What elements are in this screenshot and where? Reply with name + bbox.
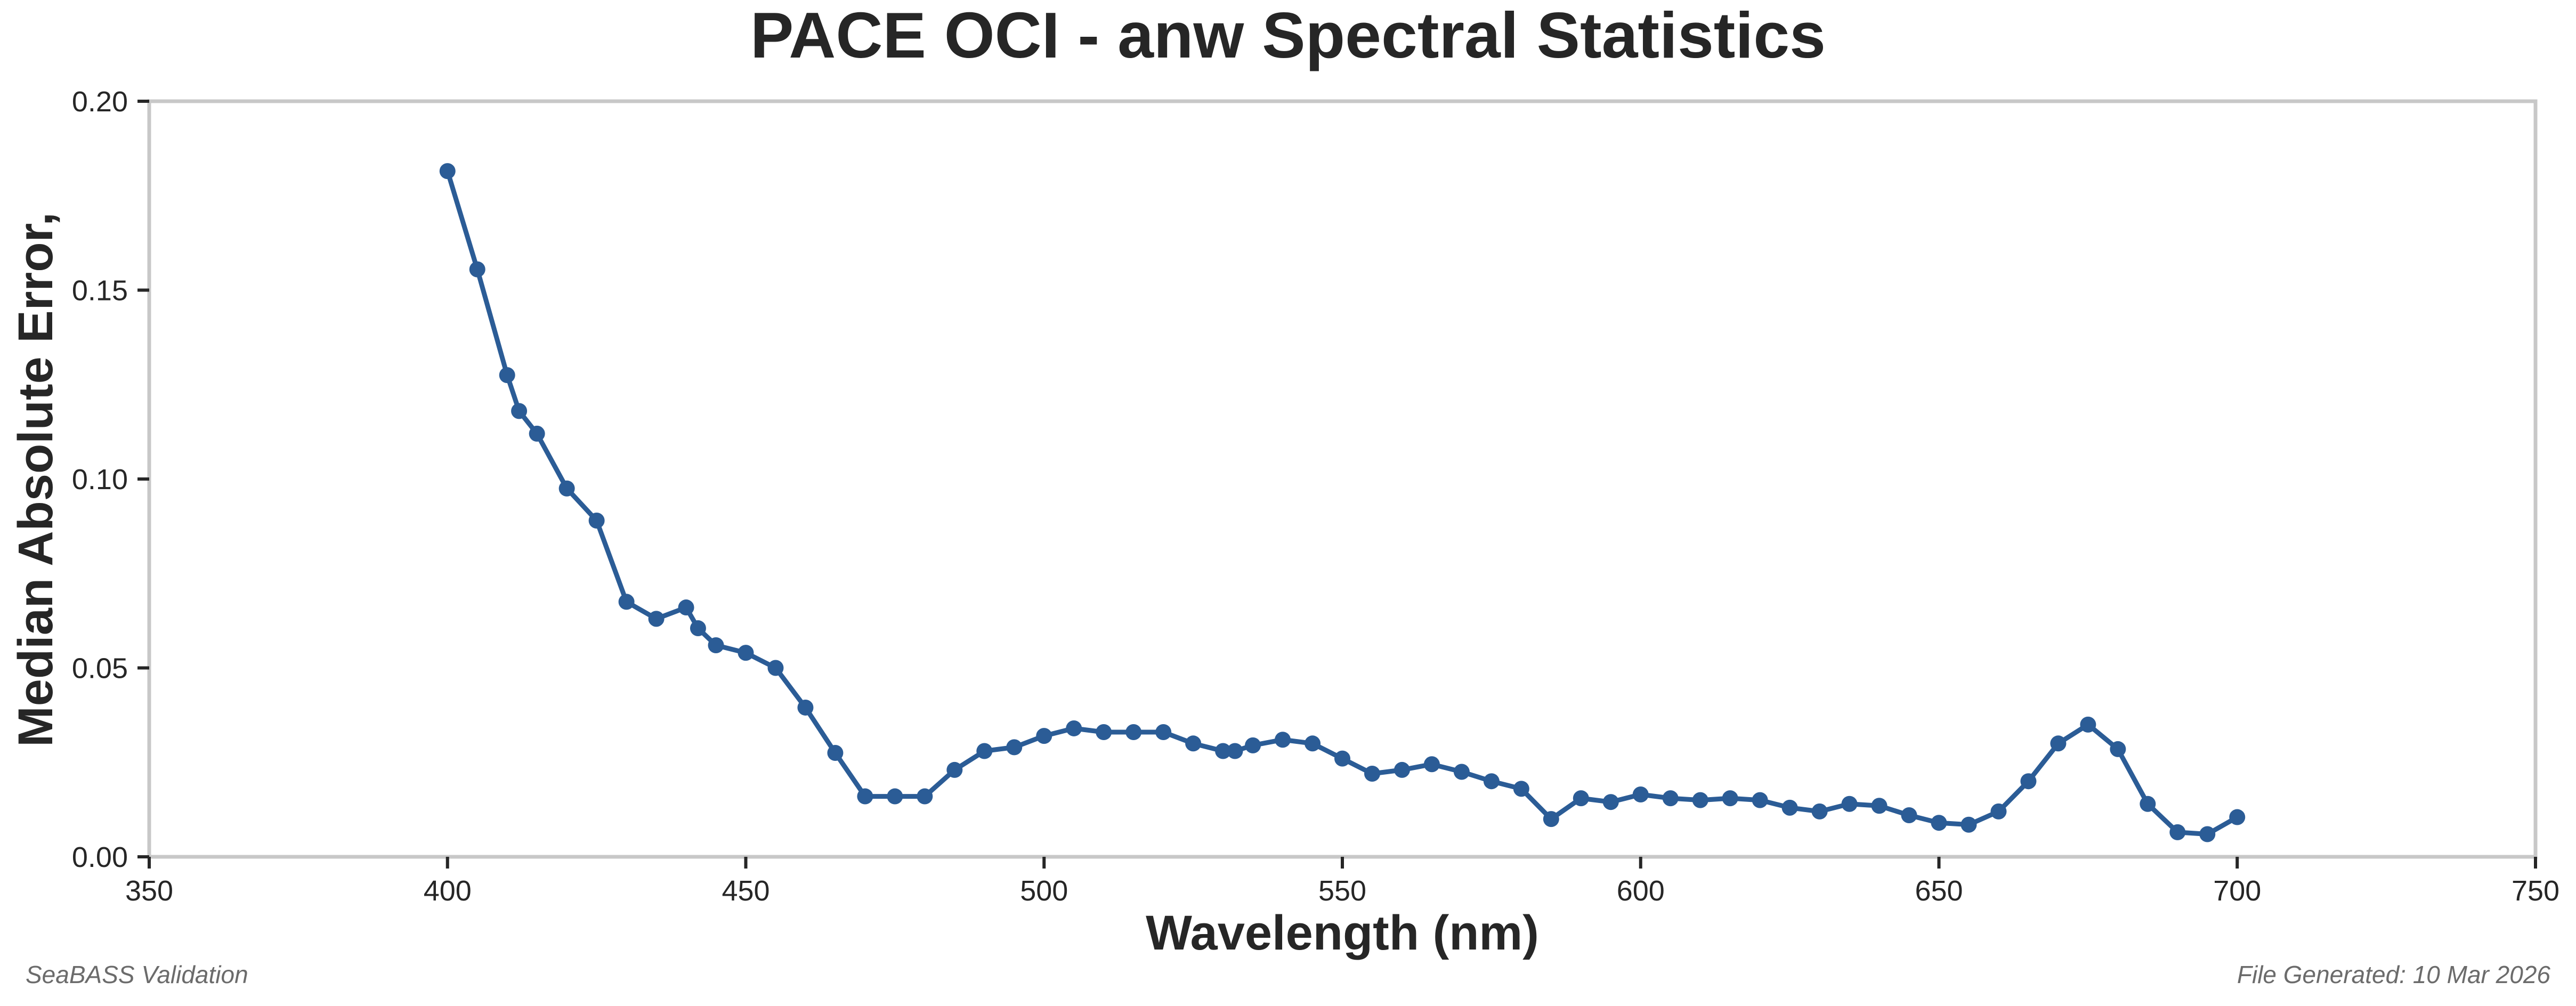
data-point (439, 163, 456, 180)
data-point (946, 761, 963, 778)
data-point (1573, 790, 1589, 807)
data-point (1155, 724, 1172, 741)
data-point (708, 637, 724, 653)
data-point (529, 425, 545, 442)
x-tick-label: 550 (1318, 875, 1366, 907)
data-point (1752, 792, 1768, 808)
data-point (1662, 790, 1679, 807)
data-point (1901, 807, 1917, 824)
data-point (618, 594, 635, 610)
data-point (678, 599, 694, 616)
data-point (1036, 728, 1052, 744)
y-tick-label: 0.10 (72, 464, 128, 496)
data-point (469, 261, 485, 278)
data-point (2169, 824, 2186, 840)
y-tick-label: 0.00 (72, 841, 128, 873)
data-point (1871, 798, 1888, 814)
plot-frame (147, 99, 2538, 859)
data-point (1423, 756, 1440, 773)
data-point (511, 403, 528, 419)
data-point (1931, 815, 1947, 831)
x-tick-label: 600 (1617, 875, 1665, 907)
x-tick-label: 500 (1020, 875, 1068, 907)
data-point (1066, 720, 1082, 736)
data-points (439, 163, 2246, 842)
data-point (1125, 724, 1142, 741)
data-point (2020, 773, 2037, 790)
chart-title: PACE OCI - anw Spectral Statistics (750, 0, 1826, 71)
data-point (2140, 796, 2156, 812)
data-point (558, 480, 575, 497)
series-line-anw (445, 168, 2240, 837)
data-point (1275, 732, 1291, 748)
data-point (1990, 803, 2007, 820)
y-tick-label: 0.20 (72, 86, 128, 118)
data-point (1305, 735, 1321, 752)
x-tick-label: 450 (722, 875, 769, 907)
data-point (1096, 724, 1112, 741)
y-axis: 0.00 0.05 0.10 0.15 0.20 (72, 86, 149, 873)
x-tick-label: 400 (424, 875, 472, 907)
data-point (917, 788, 933, 805)
data-point (2229, 809, 2246, 825)
data-point (767, 660, 784, 676)
data-point (1215, 743, 1232, 759)
data-point (1513, 781, 1529, 797)
data-point (1364, 766, 1380, 782)
data-point (1722, 790, 1738, 807)
data-point (2050, 735, 2067, 752)
y-tick-label: 0.15 (72, 275, 128, 307)
y-tick-label: 0.05 (72, 653, 128, 685)
data-point (1483, 773, 1500, 790)
data-point (1841, 796, 1858, 812)
data-point (1394, 761, 1410, 778)
x-tick-label: 750 (2512, 875, 2559, 907)
data-point (976, 743, 993, 759)
data-point (1543, 811, 1559, 827)
data-point (1811, 803, 1828, 820)
data-point (827, 745, 844, 761)
data-point (738, 645, 754, 661)
data-point (1334, 750, 1350, 767)
data-point (1006, 739, 1023, 756)
data-point (887, 788, 903, 805)
x-tick-label: 350 (125, 875, 173, 907)
data-point (1453, 764, 1470, 780)
data-point (648, 611, 665, 627)
x-tick-label: 700 (2213, 875, 2261, 907)
data-point (1185, 735, 1202, 752)
data-point (1602, 794, 1619, 810)
data-point (1781, 799, 1798, 816)
data-point (857, 788, 873, 805)
data-point (588, 512, 605, 529)
data-point (2080, 716, 2096, 733)
data-point (2199, 826, 2216, 842)
x-axis-label: Wavelength (nm) (1146, 906, 1539, 960)
data-point (1692, 792, 1708, 808)
data-point (1961, 816, 1977, 833)
data-point (2110, 741, 2126, 757)
data-point (1245, 737, 1261, 753)
data-point (1632, 786, 1649, 803)
x-axis: 350 400 450 500 550 600 650 700 750 (125, 857, 2559, 907)
x-tick-label: 650 (1915, 875, 1963, 907)
data-point (797, 699, 814, 716)
footer-generated: File Generated: 10 Mar 2026 (2237, 961, 2551, 988)
data-point (690, 620, 706, 637)
data-point (499, 367, 515, 384)
y-axis-label: Median Absolute Error, (9, 212, 63, 747)
footer-source: SeaBASS Validation (26, 961, 248, 988)
data-point (1227, 743, 1243, 759)
